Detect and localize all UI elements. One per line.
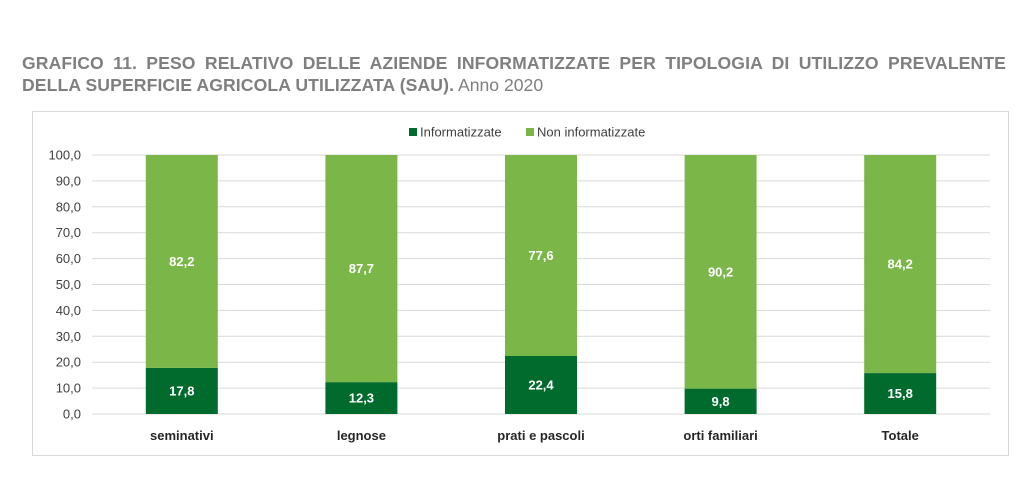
x-category-label: legnose [337,428,386,443]
bar-segment-informatizzate [325,382,398,414]
y-tick-label: 40,0 [56,303,81,318]
y-tick-label: 0,0 [63,407,81,422]
bar-segment-non-informatizzate [145,155,218,368]
chart-title-year: Anno 2020 [457,75,544,95]
x-category-label: seminativi [150,428,214,443]
x-category-label: prati e pascoli [497,428,584,443]
legend-label: Non informatizzate [537,125,645,140]
bar-segment-non-informatizzate [684,155,757,389]
bar-segment-non-informatizzate [505,155,577,356]
data-label: 77,6 [528,248,553,263]
legend-swatch [409,128,417,136]
bar-segment-informatizzate [864,373,937,414]
value-labels: 17,8 82,2 12,3 87,7 22,4 77,6 9,8 90,2 15,8 84,2 [169,248,913,409]
y-tick-label: 10,0 [56,381,81,396]
data-label: 90,2 [708,264,733,279]
legend-label: Informatizzate [420,125,502,140]
data-label: 22,4 [528,377,554,392]
y-tick-label: 60,0 [56,251,81,266]
legend: Informatizzate Non informatizzate [409,125,645,140]
data-label: 87,7 [349,261,374,276]
y-tick-label: 80,0 [56,199,81,214]
y-tick-label: 70,0 [56,225,81,240]
data-label: 15,8 [888,386,913,401]
y-tick-label: 50,0 [56,277,81,292]
y-tick-label: 90,0 [56,173,81,188]
x-category-label: Totale [882,428,919,443]
bar-segment-informatizzate [145,367,218,414]
y-tick-label: 100,0 [48,148,81,163]
y-tick-label: 20,0 [56,355,81,370]
x-category-label: orti familiari [683,428,757,443]
data-label: 84,2 [888,257,913,272]
bar-segment-non-informatizzate [864,155,937,374]
bars [145,155,937,414]
y-tick-label: 30,0 [56,329,81,344]
legend-swatch [526,128,534,136]
chart-title-bold: GRAFICO 11. PESO RELATIVO DELLE AZIENDE … [22,53,1006,95]
bar-segment-informatizzate [505,355,577,414]
data-label: 17,8 [169,383,194,398]
chart-title: GRAFICO 11. PESO RELATIVO DELLE AZIENDE … [22,52,1006,96]
data-label: 12,3 [349,391,374,406]
data-label: 82,2 [169,254,194,269]
bar-segment-non-informatizzate [325,155,398,383]
data-label: 9,8 [712,394,730,409]
y-axis-ticks: 0,0 10,0 20,0 30,0 40,0 50,0 60,0 70,0 80,0 90,0 1… [48,148,81,422]
x-axis-categories: seminativi legnose prati e pascoli orti fam… [150,428,919,443]
bar-segment-informatizzate [684,388,757,414]
